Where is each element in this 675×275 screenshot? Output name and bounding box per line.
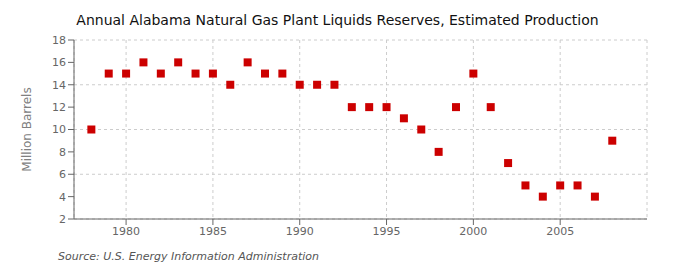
svg-text:14: 14 — [52, 79, 66, 92]
svg-text:1985: 1985 — [199, 225, 227, 238]
svg-text:6: 6 — [59, 168, 66, 181]
html-text:Source: U.S. Energy Informatio: Source: U.S. Energy Information Administ… — [58, 250, 319, 263]
svg-text:12: 12 — [52, 101, 66, 114]
svg-text:Million Barrels: Million Barrels — [20, 87, 34, 171]
svg-text:4: 4 — [59, 191, 66, 204]
svg-text:2005: 2005 — [546, 225, 574, 238]
svg-text:18: 18 — [52, 34, 66, 47]
svg-text:1995: 1995 — [373, 225, 401, 238]
svg-text:2000: 2000 — [459, 225, 487, 238]
html-text:Annual Alabama Natural Gas Pla: Annual Alabama Natural Gas Plant Liquids… — [76, 12, 599, 28]
svg-text:1980: 1980 — [112, 225, 140, 238]
svg-text:1990: 1990 — [286, 225, 314, 238]
svg-text:2: 2 — [59, 213, 66, 226]
svg-text:10: 10 — [52, 123, 66, 136]
svg-text:8: 8 — [59, 146, 66, 159]
svg-text:16: 16 — [52, 56, 66, 69]
